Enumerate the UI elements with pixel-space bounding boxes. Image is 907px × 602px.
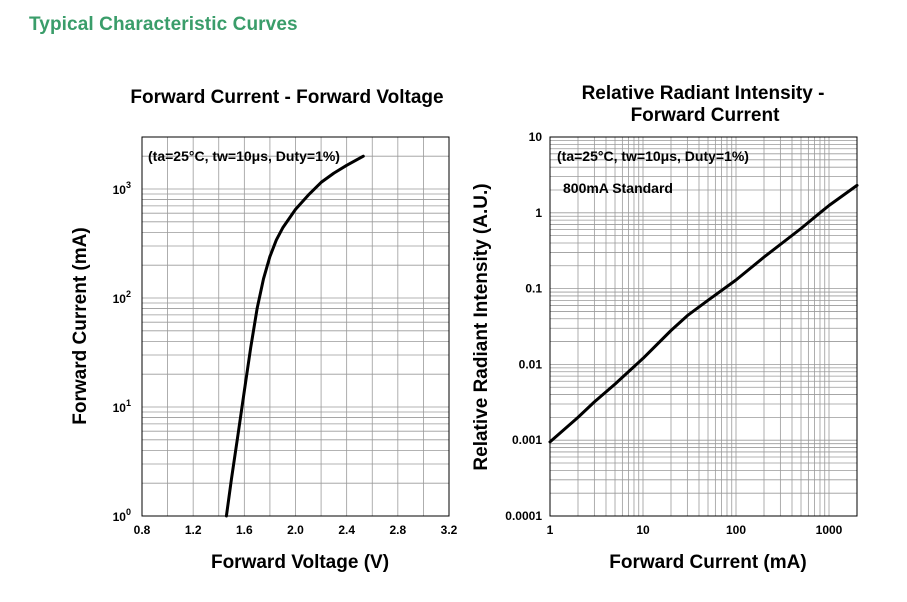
chart1-x-tick-label: 1.6 xyxy=(236,523,253,537)
chart1-x-tick-label: 2.4 xyxy=(338,523,355,537)
chart1-series xyxy=(224,154,365,518)
chart2-x-tick-label: 1 xyxy=(547,523,554,537)
chart-radiant-intensity: Relative Radiant Intensity - Forward Cur… xyxy=(471,83,859,573)
chart2-x-tick-label: 10 xyxy=(636,523,650,537)
chart2-y-tick-label: 0.1 xyxy=(525,282,542,296)
chart1-series-line xyxy=(224,154,365,518)
chart1-frame xyxy=(141,136,450,517)
chart1-grid xyxy=(141,136,450,517)
chart1-x-tick-label: 2.8 xyxy=(389,523,406,537)
chart1-y-tick-label: 100 xyxy=(113,507,131,524)
chart2-x-tick-label: 100 xyxy=(726,523,746,537)
chart2-frame xyxy=(549,136,858,517)
chart-forward-voltage: Forward Current - Forward Voltage (ta=25… xyxy=(70,87,458,573)
chart1-y-tick-label: 101 xyxy=(113,398,131,415)
chart1-y-tick-label: 102 xyxy=(113,289,131,306)
chart2-y-tick-label: 0.0001 xyxy=(505,509,542,523)
chart2-series-line xyxy=(548,183,859,444)
chart1-annotation: (ta=25°C, tw=10μs, Duty=1%) xyxy=(148,148,340,164)
chart2-x-ticks: 1 10 100 1000 xyxy=(547,523,843,537)
chart1-title: Forward Current - Forward Voltage xyxy=(130,87,443,108)
chart2-title-line2: Forward Current xyxy=(631,105,781,126)
chart2-series xyxy=(548,183,859,444)
chart1-x-label: Forward Voltage (V) xyxy=(211,552,389,573)
chart2-y-tick-label: 0.001 xyxy=(512,433,542,447)
chart1-y-tick-label: 103 xyxy=(113,180,131,197)
chart1-x-tick-label: 1.2 xyxy=(185,523,202,537)
chart1-y-ticks: 100 101 102 103 xyxy=(113,180,131,524)
chart1-y-label: Forward Current (mA) xyxy=(70,227,91,424)
page-title: Typical Characteristic Curves xyxy=(29,14,298,35)
chart2-x-tick-label: 1000 xyxy=(816,523,843,537)
chart2-y-label: Relative Radiant Intensity (A.U.) xyxy=(471,183,492,470)
chart2-y-tick-label: 10 xyxy=(529,130,543,144)
chart2-annotation: (ta=25°C, tw=10μs, Duty=1%) xyxy=(557,148,749,164)
chart2-y-tick-label: 0.01 xyxy=(519,357,543,371)
chart1-x-tick-label: 2.0 xyxy=(287,523,304,537)
chart1-x-tick-label: 3.2 xyxy=(441,523,458,537)
chart2-y-ticks: 0.0001 0.001 0.01 0.1 1 10 xyxy=(505,130,542,523)
chart1-x-tick-label: 0.8 xyxy=(134,523,151,537)
chart2-x-label: Forward Current (mA) xyxy=(609,552,806,573)
chart2-annotation-standard: 800mA Standard xyxy=(563,180,673,196)
chart2-title-line1: Relative Radiant Intensity - xyxy=(582,83,825,104)
chart1-x-ticks: 0.8 1.2 1.6 2.0 2.4 2.8 3.2 xyxy=(134,523,458,537)
chart2-y-tick-label: 1 xyxy=(535,206,542,220)
